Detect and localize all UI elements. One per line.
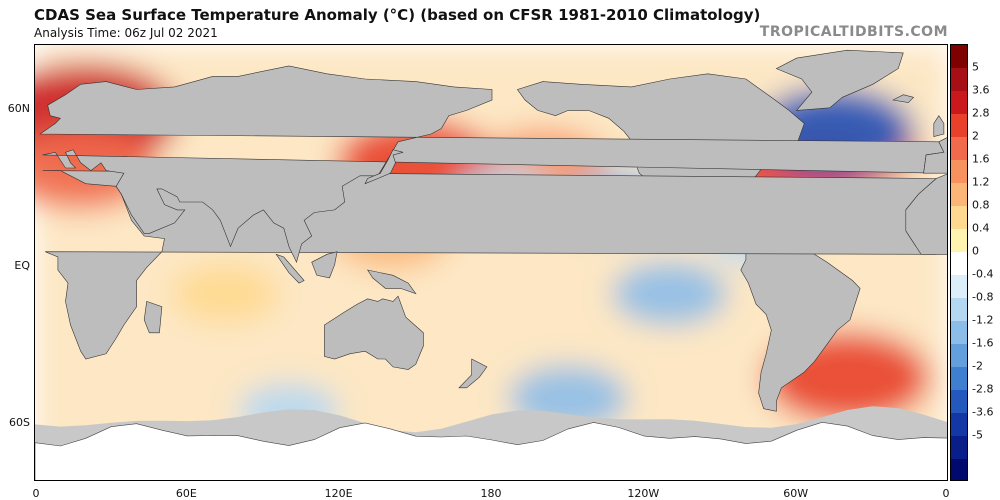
colorbar-label-3: 2 [972,129,979,143]
colorbar-swatch-7 [951,206,967,230]
colorbar-label-16: -5 [972,428,983,442]
madagascar-land [143,300,163,334]
colorbar-swatch-5 [951,160,967,184]
colorbar-swatch-17 [951,436,967,460]
lon-label-2: 120E [324,487,353,500]
colorbar-label-14: -2.8 [972,382,994,396]
analysis-time: Analysis Time: 06z Jul 02 2021 [34,26,218,40]
land-masses [39,49,947,412]
lon-label-3: 180 [480,487,502,500]
colorbar-label-0: 5 [972,60,979,74]
europe-asia-land [39,65,945,264]
lon-label-6: 0 [942,487,950,500]
colorbar-swatch-12 [951,321,967,345]
sumatra-land [275,253,305,284]
lon-label-1: 60E [175,487,197,500]
colorbar-label-8: 0 [972,244,979,258]
anomaly-indian-ocean-warm [171,263,280,324]
colorbar-swatch-0 [951,45,967,69]
lon-label-5: 60W [783,487,809,500]
colorbar-swatch-13 [951,344,967,368]
greenland-land [775,49,904,111]
colorbar-swatch-8 [951,229,967,253]
new-guinea-land [366,269,417,295]
map-canvas [35,45,947,480]
colorbar-label-5: 1.2 [972,175,990,189]
colorbar-swatch-18 [951,459,967,480]
uk-land [933,115,945,137]
colorbar-label-11: -1.2 [972,313,994,327]
lat-label-60n: 60N [7,102,30,116]
new-zealand-land [458,358,488,389]
colorbar-swatch-6 [951,183,967,207]
colorbar-label-10: -0.8 [972,290,994,304]
europe-west-wrap-land [923,137,947,174]
colorbar-swatch-2 [951,91,967,115]
colorbar-label-2: 2.8 [972,106,990,120]
sst-anomaly-map [34,44,948,481]
lat-label-eq: EQ [14,259,30,273]
colorbar-label-13: -2 [972,359,983,373]
africa-east-wrap-land [905,173,947,255]
colorbar-swatch-14 [951,367,967,391]
colorbar-swatch-3 [951,114,967,138]
antarctica-land [35,421,947,480]
colorbar-label-7: 0.4 [972,221,990,235]
antarctic-ice [35,406,947,480]
colorbar-swatch-4 [951,137,967,161]
australia-land [324,295,424,370]
colorbar-swatch-1 [951,68,967,92]
japan-land [364,149,404,185]
colorbar-label-4: 1.6 [972,152,990,166]
colorbar-swatch-9 [951,252,967,276]
colorbar-label-6: 0.8 [972,198,990,212]
anomaly-east-pacific-cool [612,261,728,326]
colorbar-label-1: 3.6 [972,83,990,97]
borneo-land [311,251,338,279]
colorbar-label-15: -3.6 [972,405,994,419]
colorbar-label-12: -1.6 [972,336,994,350]
lon-label-4: 120W [627,487,660,500]
iceland-land [892,94,915,103]
map-title: CDAS Sea Surface Temperature Anomaly (°C… [34,6,761,24]
africa-land [42,170,938,360]
lon-label-0: 0 [32,487,40,500]
south-america-land [740,238,861,412]
colorbar [950,44,968,481]
colorbar-swatches [951,45,967,480]
colorbar-swatch-15 [951,390,967,414]
colorbar-swatch-16 [951,413,967,437]
colorbar-swatch-11 [951,298,967,322]
lat-label-60s: 60S [9,416,30,430]
colorbar-label-9: -0.4 [972,267,994,281]
brand-watermark: TROPICALTIDBITS.COM [759,24,948,40]
colorbar-swatch-10 [951,275,967,299]
